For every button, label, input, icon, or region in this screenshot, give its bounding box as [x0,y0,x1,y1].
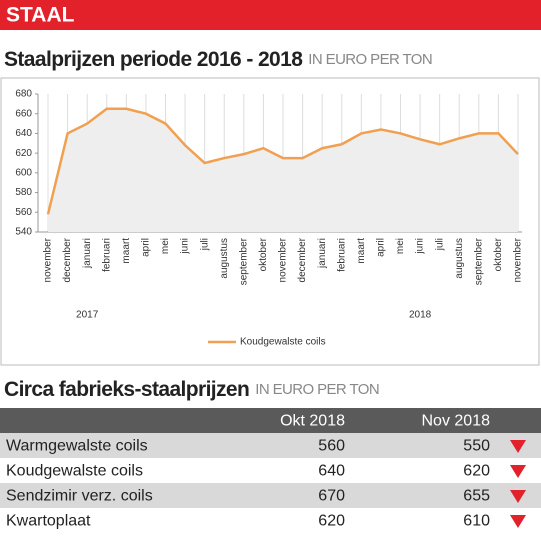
table-row [0,433,541,458]
cell: 620 [463,463,490,480]
trend-down-icon [510,515,526,528]
legend-label: Koudgewalste coils [240,337,326,348]
cell: 610 [463,513,490,530]
chart-subtitle: IN EURO PER TON [308,51,432,68]
cell: 670 [318,488,345,505]
x-tick-label: december [297,237,308,282]
x-tick-label: maart [121,238,132,264]
x-tick-label: november [43,237,54,282]
y-tick-label: 540 [15,227,32,238]
line [46,107,519,215]
row-label: Sendzimir verz. coils [6,488,153,505]
x-tick-label: januari [82,238,93,269]
table-row [0,458,541,483]
x-tick-label: maart [356,238,367,264]
x-tick-label: oktober [493,237,504,271]
chart-title: Staalprijzen periode 2016 - 2018 [4,48,303,71]
y-tick-label: 600 [15,167,32,178]
chart-heading: Staalprijzen periode 2016 - 2018 IN EURO … [4,48,432,71]
table-row [0,483,541,508]
x-tick-label: mei [395,238,406,254]
x-tick-label: september [238,237,249,285]
x-tick-label: juli [199,238,210,251]
x-tick-label: januari [317,238,328,269]
column-header: Nov 2018 [422,413,491,430]
x-tick-label: augustus [219,238,230,279]
x-tick-label: augustus [454,238,465,279]
cell: 550 [463,438,490,455]
header-bar [0,0,541,30]
table-row [0,508,541,533]
y-tick-label: 640 [15,128,32,139]
trend-down-icon [510,490,526,503]
row-label: Koudgewalste coils [6,463,143,480]
y-tick-label: 660 [15,108,32,119]
x-tick-label: november [278,237,289,282]
x-tick-label: juni [180,238,191,255]
x-tick-label: mei [160,238,171,254]
y-tick-label: 680 [15,89,32,100]
y-tick-label: 580 [15,187,32,198]
x-tick-label: november [513,237,524,282]
x-tick-label: december [62,237,73,282]
x-tick-label: februari [101,238,112,272]
x-tick-label: juni [415,238,426,255]
cell: 560 [318,438,345,455]
year-label: 2017 [76,310,99,321]
x-tick-label: april [141,238,152,257]
column-header: Okt 2018 [280,413,345,430]
cell: 655 [463,488,490,505]
row-label: Kwartoplaat [6,513,91,530]
area [48,108,518,232]
x-tick-label: april [376,238,387,257]
chart-frame [0,77,540,366]
x-tick-label: september [473,237,484,285]
x-tick-label: oktober [258,237,269,271]
row-label: Warmgewalste coils [6,438,148,455]
x-tick-label: juli [434,238,445,251]
year-label: 2018 [409,310,432,321]
header-title: STAAL [6,4,75,27]
trend-down-icon [510,465,526,478]
trend-down-icon [510,440,526,453]
table-header [0,408,541,433]
cell: 640 [318,463,345,480]
y-tick-label: 560 [15,207,32,218]
table-subtitle: IN EURO PER TON [255,381,379,398]
y-tick-label: 620 [15,148,32,159]
table-title: Circa fabrieks-staalprijzen [4,378,249,401]
x-tick-label: februari [336,238,347,272]
cell: 620 [318,513,345,530]
table-heading: Circa fabrieks-staalprijzen IN EURO PER T… [4,378,379,401]
